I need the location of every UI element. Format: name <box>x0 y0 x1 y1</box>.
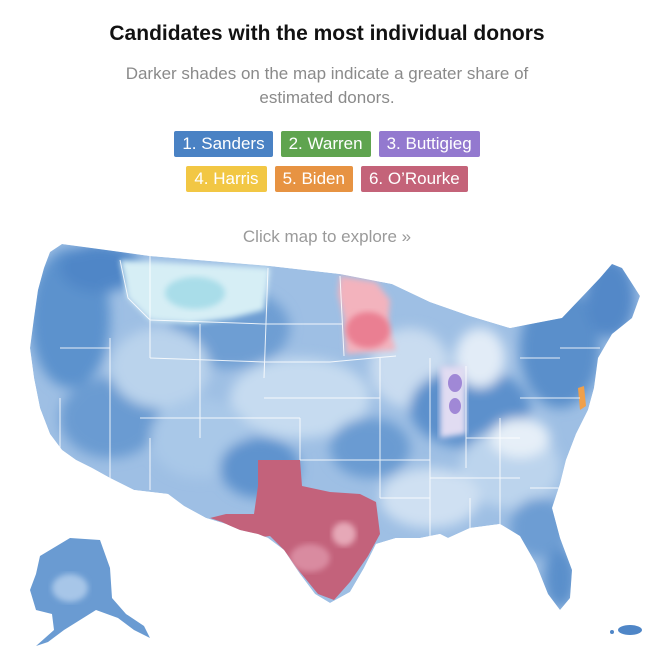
minnesota-core <box>346 312 390 348</box>
legend-chip-orourke: 6. O’Rourke <box>360 166 468 192</box>
delaware-region <box>578 386 586 410</box>
legend-chip-biden: 5. Biden <box>274 166 353 192</box>
texas-light-patch <box>290 544 330 572</box>
legend-chip-warren: 2. Warren <box>280 131 371 157</box>
texas-light-patch-2 <box>332 522 356 546</box>
state-borders <box>59 256 600 538</box>
islands[interactable] <box>610 625 642 635</box>
us-donor-map[interactable] <box>0 238 654 659</box>
legend-chip-harris: 4. Harris <box>186 166 267 192</box>
legend-chip-sanders: 1. Sanders <box>174 131 273 157</box>
texas-region <box>210 460 380 600</box>
puerto-rico <box>618 625 642 635</box>
explore-hint: Click map to explore » <box>242 227 412 246</box>
legend-row-1: 1. Sanders 2. Warren 3. Buttigieg <box>0 131 654 157</box>
alaska[interactable] <box>30 538 150 646</box>
map-svg[interactable] <box>0 238 654 659</box>
alaska-light-patch <box>52 574 88 602</box>
page-title: Candidates with the most individual dono… <box>109 22 545 45</box>
indiana-indianapolis <box>449 398 461 414</box>
legend-chip-buttigieg: 3. Buttigieg <box>378 131 480 157</box>
montana-warren-patch <box>165 277 225 309</box>
indiana-south-bend <box>448 374 462 392</box>
contiguous-us[interactable] <box>30 244 640 610</box>
alaska-shape <box>30 538 150 646</box>
page-subtitle: Darker shades on the map indicate a grea… <box>125 64 529 107</box>
legend-row-2: 4. Harris 5. Biden 6. O’Rourke <box>0 166 654 192</box>
small-island <box>610 630 614 634</box>
